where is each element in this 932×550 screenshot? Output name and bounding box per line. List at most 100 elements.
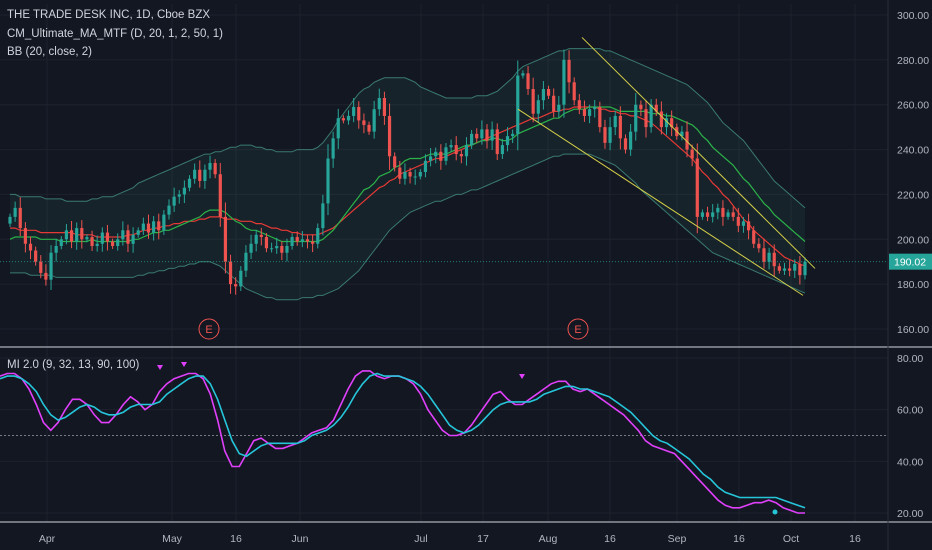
candle bbox=[290, 233, 294, 250]
candle bbox=[659, 101, 663, 135]
bb-indicator-legend[interactable]: BB (20, close, 2) bbox=[7, 46, 93, 58]
bollinger-band-area bbox=[10, 48, 805, 300]
candle-body bbox=[346, 115, 351, 121]
candle bbox=[623, 134, 628, 154]
mi-signal-marker bbox=[181, 362, 187, 367]
candle-body bbox=[131, 234, 135, 244]
time-tick-label: 16 bbox=[604, 533, 616, 545]
candle bbox=[39, 255, 43, 279]
candle-body bbox=[495, 129, 499, 155]
candle bbox=[664, 113, 669, 135]
price-tick-label: 220.00 bbox=[897, 189, 929, 201]
candle bbox=[557, 96, 561, 118]
candle-body bbox=[341, 118, 345, 121]
last-price-tag-bg bbox=[889, 253, 932, 270]
candlestick-series[interactable] bbox=[8, 49, 807, 295]
candle bbox=[649, 99, 653, 133]
candle-body bbox=[372, 109, 376, 132]
candle bbox=[346, 110, 351, 125]
time-axis[interactable]: Apr May 16 Jun Jul 17 Aug 16 Sep 16 Oct 16 bbox=[39, 533, 861, 545]
candle-body bbox=[757, 243, 761, 249]
candle bbox=[629, 124, 633, 156]
candle-body bbox=[526, 73, 530, 90]
candle-body bbox=[85, 237, 89, 240]
candle-body bbox=[741, 221, 746, 226]
symbol-legend[interactable]: THE TRADE DESK INC, 1D, Cboe BZX bbox=[7, 9, 211, 21]
candle-body bbox=[536, 100, 540, 114]
candle bbox=[639, 100, 643, 117]
candle-body bbox=[136, 230, 140, 235]
candle-body bbox=[721, 207, 725, 217]
earnings-marker-circle bbox=[567, 318, 589, 340]
candle bbox=[352, 97, 356, 123]
candle bbox=[521, 70, 525, 79]
candle bbox=[423, 154, 428, 178]
candle bbox=[213, 159, 217, 179]
candle-body bbox=[572, 82, 576, 101]
candle-body bbox=[552, 95, 556, 112]
candle bbox=[377, 88, 381, 116]
time-tick-label: 17 bbox=[477, 533, 489, 545]
candle-body bbox=[716, 207, 720, 213]
ma-indicator-legend[interactable]: CM_Ultimate_MA_MTF (D, 20, 1, 2, 50, 1) bbox=[7, 28, 224, 40]
wedge-lower-trendline bbox=[517, 108, 804, 296]
candle-body bbox=[541, 89, 546, 101]
candle bbox=[162, 210, 166, 235]
mi-signal-marker bbox=[519, 374, 525, 379]
candle-body bbox=[418, 172, 422, 177]
candle-body bbox=[516, 75, 520, 134]
candle-body bbox=[423, 160, 428, 172]
candle-body bbox=[95, 243, 99, 247]
candle-body bbox=[403, 172, 407, 179]
earnings-marker: E bbox=[567, 318, 589, 340]
candle-body bbox=[44, 272, 48, 280]
candle-body bbox=[280, 246, 284, 253]
candle-body bbox=[141, 223, 145, 231]
candle-body bbox=[454, 145, 458, 155]
time-tick-label: Sep bbox=[668, 533, 687, 545]
mi-signal-marker bbox=[157, 365, 163, 370]
candle-body bbox=[321, 203, 325, 229]
mi-tick-label: 80.00 bbox=[897, 353, 923, 365]
candle-body bbox=[521, 73, 525, 76]
time-tick-label: 16 bbox=[230, 533, 242, 545]
candle bbox=[685, 121, 689, 158]
candle bbox=[13, 201, 17, 222]
candle-body bbox=[490, 129, 494, 141]
candle-body bbox=[782, 268, 787, 271]
candle-body bbox=[546, 89, 551, 96]
mi-indicator-legend[interactable]: MI 2.0 (9, 32, 13, 90, 100) bbox=[7, 359, 140, 371]
candle bbox=[582, 100, 587, 122]
candle-body bbox=[690, 149, 694, 159]
candle bbox=[531, 77, 535, 123]
candle bbox=[362, 113, 366, 134]
earnings-marker: E bbox=[198, 318, 220, 340]
candle-body bbox=[59, 239, 63, 247]
candle-body bbox=[311, 241, 315, 244]
candle-body bbox=[659, 111, 663, 128]
candle-body bbox=[244, 252, 248, 271]
candle-body bbox=[639, 104, 643, 110]
candle bbox=[731, 206, 735, 222]
candle-body bbox=[644, 109, 648, 128]
candle bbox=[618, 106, 622, 150]
candle bbox=[762, 238, 766, 269]
candle-body bbox=[398, 167, 402, 179]
candle bbox=[613, 110, 617, 136]
candle bbox=[470, 129, 474, 150]
candle bbox=[239, 266, 243, 291]
candle bbox=[475, 128, 479, 143]
candle bbox=[218, 162, 222, 227]
candle-body bbox=[336, 118, 340, 139]
time-tick-label: Aug bbox=[539, 533, 558, 545]
candle-body bbox=[193, 169, 197, 179]
candle bbox=[480, 120, 484, 145]
candle-body bbox=[377, 97, 381, 110]
candle-body bbox=[654, 104, 658, 112]
price-axis[interactable]: 160.00 180.00 200.00 220.00 240.00 260.00 280.… bbox=[897, 10, 929, 520]
candle bbox=[90, 230, 94, 251]
candle-body bbox=[562, 59, 566, 105]
candle bbox=[110, 238, 115, 249]
